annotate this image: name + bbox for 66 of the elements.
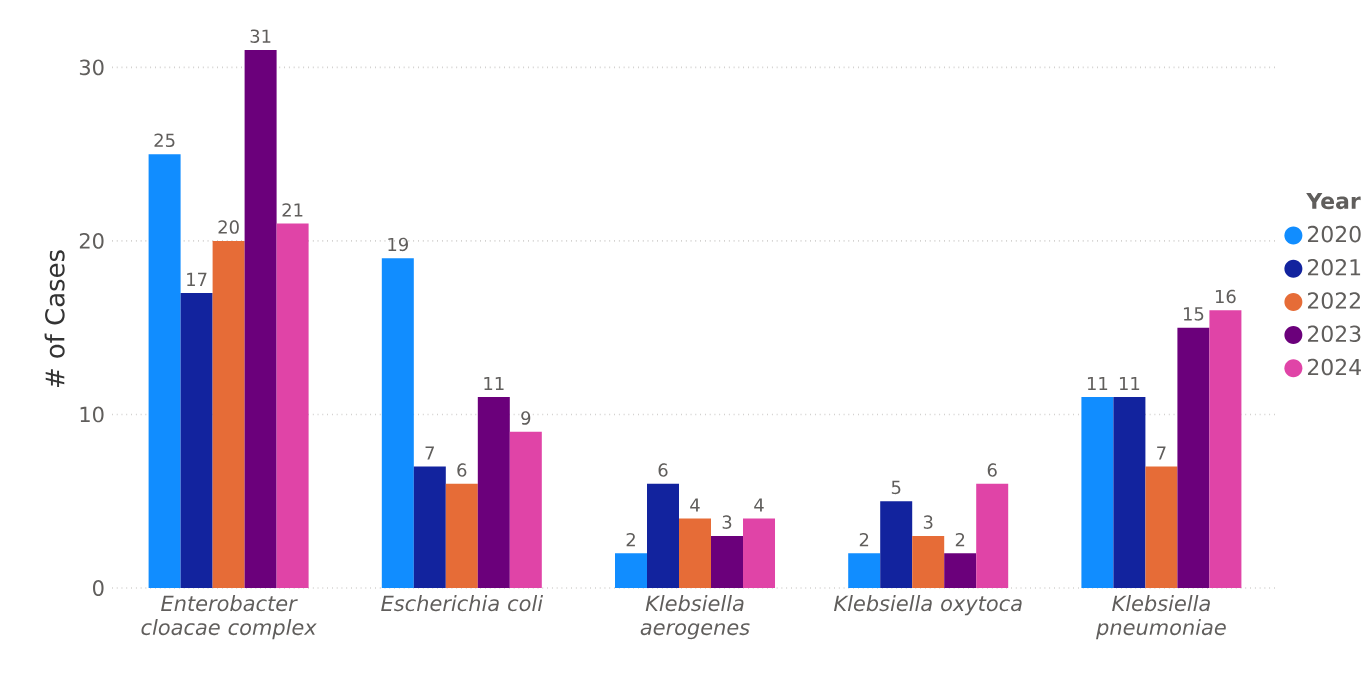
bar [180, 292, 213, 588]
bar [148, 154, 181, 588]
x-tick-label: Enterobacter cloacae complex [141, 595, 317, 640]
data-label: 16 [1215, 289, 1236, 304]
data-label: 19 [388, 237, 408, 252]
x-tick-label: Klebsiella aerogenes [640, 595, 750, 640]
legend-title: Year [1306, 192, 1361, 210]
data-label: 4 [690, 498, 700, 512]
x-tick-label: Klebsiella oxytoca [833, 595, 1022, 616]
bar [1113, 397, 1146, 588]
y-tick-label: 0 [93, 580, 104, 596]
bar [1177, 327, 1210, 588]
data-label: 3 [923, 515, 933, 529]
data-label: 9 [521, 411, 531, 425]
bar [1081, 397, 1114, 588]
data-label: 15 [1183, 307, 1204, 321]
data-label: 31 [250, 29, 271, 43]
data-label: 11 [484, 376, 504, 391]
data-label: 17 [187, 272, 207, 286]
bar [276, 223, 309, 588]
data-label: 20 [218, 220, 239, 234]
bar [381, 258, 414, 588]
bar [976, 483, 1009, 588]
legend-label: 2022 [1307, 292, 1360, 309]
bar [477, 397, 510, 588]
data-label: 4 [754, 498, 764, 512]
data-label: 11 [1087, 376, 1108, 391]
bar [445, 483, 478, 588]
bar [912, 535, 945, 588]
data-label: 6 [987, 463, 997, 477]
data-label: 11 [1119, 376, 1140, 391]
bar [944, 553, 977, 588]
data-label: 3 [722, 515, 732, 529]
data-label: 25 [154, 133, 175, 148]
data-label: 5 [891, 480, 901, 495]
bar [1209, 310, 1242, 588]
bar [743, 518, 776, 588]
bar [880, 501, 913, 588]
data-label: 7 [425, 446, 434, 460]
data-label: 21 [282, 203, 303, 217]
data-label: 2 [955, 532, 965, 547]
x-tick-label: Klebsiella pneumoniae [1096, 595, 1226, 640]
bar [647, 483, 679, 588]
y-tick-label: 10 [80, 406, 104, 423]
bar [679, 518, 711, 588]
data-label: 2 [626, 532, 635, 547]
y-tick-label: 20 [79, 232, 104, 249]
data-label: 2 [859, 532, 869, 547]
bar [711, 535, 744, 588]
legend-label: 2021 [1307, 259, 1361, 276]
x-tick-label: Escherichia coli [381, 595, 543, 612]
legend-label: 2023 [1307, 325, 1361, 343]
bar [413, 466, 446, 588]
legend-label: 2020 [1307, 225, 1361, 243]
bar [1145, 466, 1178, 588]
bar [244, 50, 277, 588]
data-label: 6 [658, 463, 668, 477]
bar [509, 431, 542, 588]
bar [212, 240, 245, 588]
bar [615, 553, 647, 588]
legend-label: 2024 [1307, 358, 1361, 376]
y-tick-label: 30 [79, 59, 104, 76]
data-label: 7 [1157, 446, 1166, 460]
data-label: 6 [457, 463, 467, 477]
y-axis-title: # of Cases [44, 250, 65, 388]
bar [848, 553, 881, 588]
